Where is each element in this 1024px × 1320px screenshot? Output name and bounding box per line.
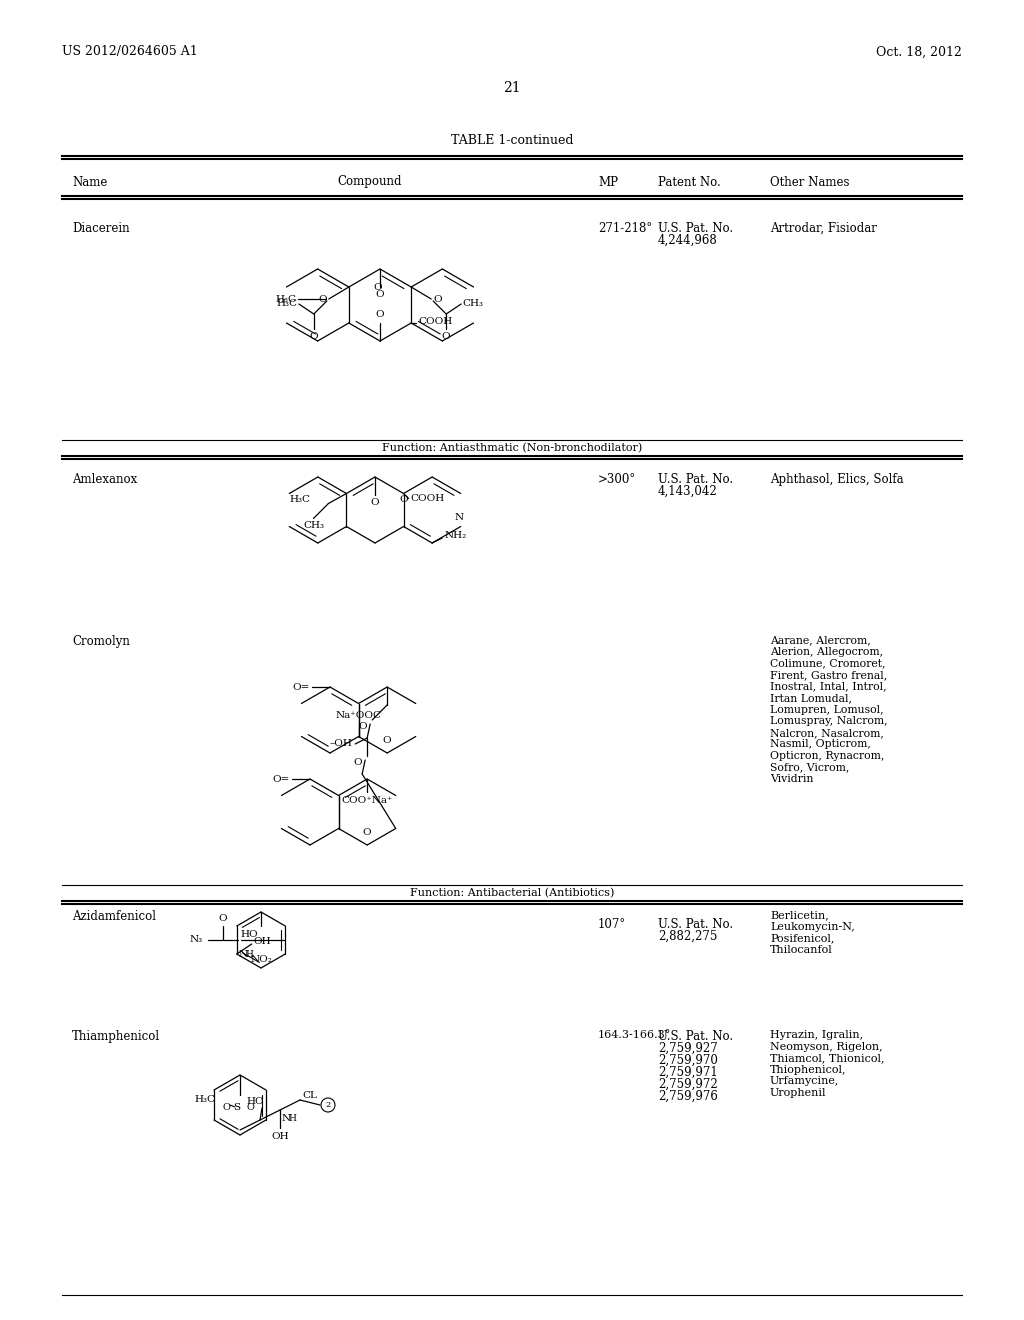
Text: 2,759,970: 2,759,970 bbox=[658, 1053, 718, 1067]
Text: Other Names: Other Names bbox=[770, 176, 850, 189]
Text: N: N bbox=[455, 513, 463, 523]
Text: 4,244,968: 4,244,968 bbox=[658, 234, 718, 247]
Text: Diacerein: Diacerein bbox=[72, 222, 130, 235]
Text: 271-218°: 271-218° bbox=[598, 222, 652, 235]
Text: O: O bbox=[399, 495, 408, 504]
Text: H₃C: H₃C bbox=[276, 300, 298, 309]
Text: O: O bbox=[376, 290, 384, 300]
Text: Thiamphenicol: Thiamphenicol bbox=[72, 1030, 160, 1043]
Text: O: O bbox=[374, 282, 382, 292]
Text: O: O bbox=[309, 333, 318, 341]
Text: CH₃: CH₃ bbox=[303, 521, 324, 531]
Text: O: O bbox=[371, 498, 379, 507]
Text: Artrodar, Fisiodar: Artrodar, Fisiodar bbox=[770, 222, 877, 235]
Text: Amlexanox: Amlexanox bbox=[72, 473, 137, 486]
Text: CL: CL bbox=[302, 1090, 316, 1100]
Text: S: S bbox=[233, 1104, 241, 1113]
Text: NH₂: NH₂ bbox=[444, 532, 466, 540]
Text: Function: Antibacterial (Antibiotics): Function: Antibacterial (Antibiotics) bbox=[410, 888, 614, 899]
Text: O: O bbox=[433, 294, 441, 304]
Text: –OH: –OH bbox=[330, 738, 352, 747]
Text: HO: HO bbox=[246, 1097, 264, 1106]
Text: O: O bbox=[246, 1104, 254, 1113]
Text: 2,882,275: 2,882,275 bbox=[658, 931, 718, 942]
Text: Name: Name bbox=[72, 176, 108, 189]
Text: O=: O= bbox=[272, 775, 290, 784]
Text: OH: OH bbox=[271, 1133, 289, 1140]
Text: 2,759,927: 2,759,927 bbox=[658, 1041, 718, 1055]
Text: 4,143,042: 4,143,042 bbox=[658, 484, 718, 498]
Text: H₃C: H₃C bbox=[290, 495, 310, 504]
Text: O: O bbox=[353, 758, 362, 767]
Text: Hyrazin, Igralin,
Neomyson, Rigelon,
Thiamcol, Thionicol,
Thiophenicol,
Urfamyci: Hyrazin, Igralin, Neomyson, Rigelon, Thi… bbox=[770, 1030, 885, 1098]
Text: O: O bbox=[376, 310, 384, 319]
Text: O: O bbox=[358, 722, 368, 731]
Text: HO: HO bbox=[241, 931, 258, 939]
Text: 164.3-166.3°: 164.3-166.3° bbox=[598, 1030, 672, 1040]
Text: Azidamfenicol: Azidamfenicol bbox=[72, 909, 156, 923]
Text: Compound: Compound bbox=[338, 176, 402, 189]
Text: U.S. Pat. No.: U.S. Pat. No. bbox=[658, 917, 733, 931]
Text: MP: MP bbox=[598, 176, 618, 189]
Text: OH: OH bbox=[254, 937, 271, 946]
Text: O: O bbox=[222, 1104, 230, 1113]
Text: O: O bbox=[442, 333, 451, 341]
Text: NO₂: NO₂ bbox=[250, 954, 272, 964]
Text: 2,759,971: 2,759,971 bbox=[658, 1067, 718, 1078]
Text: COOH: COOH bbox=[418, 317, 453, 326]
Text: H: H bbox=[245, 950, 253, 960]
Text: 107°: 107° bbox=[598, 917, 627, 931]
Text: 2,759,976: 2,759,976 bbox=[658, 1090, 718, 1104]
Text: U.S. Pat. No.: U.S. Pat. No. bbox=[658, 222, 733, 235]
Text: H: H bbox=[288, 1114, 296, 1123]
Text: N₃: N₃ bbox=[190, 936, 203, 945]
Text: >300°: >300° bbox=[598, 473, 636, 486]
Text: Aphthasol, Elics, Solfa: Aphthasol, Elics, Solfa bbox=[770, 473, 903, 486]
Text: Na⁺OOC: Na⁺OOC bbox=[336, 711, 382, 721]
Text: 21: 21 bbox=[503, 81, 521, 95]
Text: Patent No.: Patent No. bbox=[658, 176, 721, 189]
Text: O=: O= bbox=[293, 682, 310, 692]
Text: N: N bbox=[239, 950, 248, 960]
Text: H₃C: H₃C bbox=[194, 1096, 215, 1105]
Text: N: N bbox=[282, 1114, 291, 1123]
Text: Function: Antiasthmatic (Non-bronchodilator): Function: Antiasthmatic (Non-bronchodila… bbox=[382, 444, 642, 453]
Text: O: O bbox=[318, 294, 327, 304]
Text: O: O bbox=[362, 828, 372, 837]
Text: 2: 2 bbox=[326, 1101, 331, 1109]
Text: O: O bbox=[383, 737, 391, 744]
Text: U.S. Pat. No.: U.S. Pat. No. bbox=[658, 1030, 733, 1043]
Text: Cromolyn: Cromolyn bbox=[72, 635, 130, 648]
Text: 2,759,972: 2,759,972 bbox=[658, 1078, 718, 1092]
Text: Berlicetin,
Leukomycin-N,
Posifenicol,
Thilocanfol: Berlicetin, Leukomycin-N, Posifenicol, T… bbox=[770, 909, 855, 954]
Text: U.S. Pat. No.: U.S. Pat. No. bbox=[658, 473, 733, 486]
Text: CH₃: CH₃ bbox=[462, 300, 483, 309]
Text: H₃C: H₃C bbox=[275, 294, 297, 304]
Text: US 2012/0264605 A1: US 2012/0264605 A1 bbox=[62, 45, 198, 58]
Text: COOH: COOH bbox=[411, 494, 444, 503]
Text: Oct. 18, 2012: Oct. 18, 2012 bbox=[877, 45, 962, 58]
Text: COO⁺Na⁺: COO⁺Na⁺ bbox=[341, 796, 393, 805]
Text: Aarane, Alercrom,
Alerion, Allegocrom,
Colimune, Cromoret,
Firent, Gastro frenal: Aarane, Alercrom, Alerion, Allegocrom, C… bbox=[770, 635, 888, 784]
Text: O: O bbox=[219, 913, 227, 923]
Text: TABLE 1-continued: TABLE 1-continued bbox=[451, 133, 573, 147]
